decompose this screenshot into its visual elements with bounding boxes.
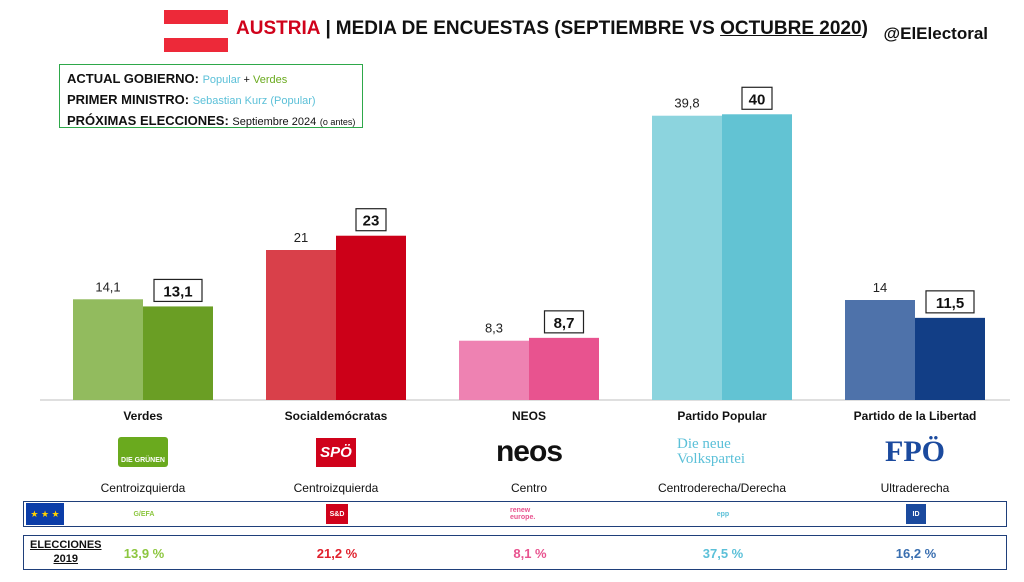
eu-groups-row: ★ ★ ★ G/EFA S&D renew europe. epp ID bbox=[23, 501, 1007, 527]
data-label-october-box bbox=[355, 208, 387, 232]
title-country: AUSTRIA bbox=[236, 18, 321, 39]
bar-september bbox=[652, 115, 722, 400]
bar-september bbox=[73, 299, 143, 400]
result-2019-value: 13,9 % bbox=[123, 546, 165, 561]
data-label-october: 23 bbox=[363, 213, 380, 230]
eu-group-logo-icon: G/EFA bbox=[133, 510, 155, 518]
data-label-september: 39,8 bbox=[674, 96, 699, 111]
bar-october bbox=[143, 306, 213, 400]
result-2019-value: 16,2 % bbox=[895, 546, 937, 561]
neos-logo-icon: neos bbox=[439, 432, 619, 472]
pm-value: Sebastian Kurz (Popular) bbox=[192, 95, 316, 107]
info-row-pm: PRIMER MINISTRO: Sebastian Kurz (Popular… bbox=[67, 90, 355, 111]
logo-text: DIE GRÜNEN bbox=[118, 437, 168, 467]
next-value: Septiembre 2024 bbox=[232, 116, 317, 128]
info-row-government: ACTUAL GOBIERNO: Popular + Verdes bbox=[67, 69, 355, 90]
result-2019-value: 37,5 % bbox=[702, 546, 744, 561]
fpo-logo-icon: FPÖ bbox=[825, 432, 1005, 472]
spo-logo-icon: SPÖ bbox=[246, 432, 426, 472]
brand-handle: @ElElectoral bbox=[883, 24, 988, 43]
gov-party2: Verdes bbox=[253, 74, 288, 86]
eu-group-logo-icon: S&D bbox=[326, 504, 348, 524]
data-label-october: 40 bbox=[749, 91, 766, 108]
category-label: Verdes bbox=[123, 409, 163, 423]
title-underlined: OCTUBRE 2020 bbox=[720, 18, 862, 39]
data-label-october-box bbox=[741, 86, 773, 110]
gov-plus: + bbox=[240, 74, 254, 86]
flag-stripe-bottom bbox=[164, 38, 228, 52]
data-label-september: 21 bbox=[294, 230, 308, 245]
data-label-october-box bbox=[153, 278, 203, 303]
results-label-line2: 2019 bbox=[53, 553, 78, 565]
title-separator: | bbox=[325, 18, 331, 39]
title-end: ) bbox=[861, 18, 868, 39]
category-label: Socialdemócratas bbox=[284, 409, 388, 423]
results-label-line1: ELECCIONES bbox=[30, 539, 102, 551]
eu-group-logo-icon: epp bbox=[716, 510, 730, 518]
title-main: MEDIA DE ENCUESTAS (SEPTIEMBRE VS bbox=[335, 18, 721, 39]
austria-flag-icon bbox=[164, 10, 228, 52]
flag-stripe-top bbox=[164, 10, 228, 24]
data-label-september: 8,3 bbox=[485, 321, 503, 336]
ideology-label: Centroderecha/Derecha bbox=[657, 481, 787, 495]
chart-title: AUSTRIA | MEDIA DE ENCUESTAS (SEPTIEMBRE V… bbox=[236, 18, 868, 40]
info-row-elections: PRÓXIMAS ELECCIONES: Septiembre 2024 (o … bbox=[67, 111, 355, 132]
next-label: PRÓXIMAS ELECCIONES: bbox=[67, 113, 229, 128]
ideology-label: Centro bbox=[510, 481, 548, 495]
ideology-label: Centroizquierda bbox=[293, 481, 379, 495]
data-label-september: 14 bbox=[873, 280, 887, 295]
data-label-october: 13,1 bbox=[163, 283, 192, 300]
next-note: (o antes) bbox=[319, 117, 356, 127]
bar-october bbox=[915, 317, 985, 400]
result-2019-value: 8,1 % bbox=[513, 546, 547, 561]
category-label: Partido de la Libertad bbox=[853, 409, 977, 423]
die-grunen-logo-icon: DIE GRÜNEN bbox=[53, 432, 233, 472]
eu-group-logo-icon: ID bbox=[906, 504, 926, 524]
eu-group-logo-icon: renew europe. bbox=[510, 507, 536, 521]
data-label-october-box bbox=[925, 290, 975, 314]
gov-party1: Popular bbox=[202, 74, 241, 86]
logo-text: FPÖ bbox=[885, 435, 945, 468]
ideology-label: Ultraderecha bbox=[880, 481, 950, 495]
pm-label: PRIMER MINISTRO: bbox=[67, 92, 190, 107]
data-label-october: 11,5 bbox=[936, 295, 964, 312]
eu-flag-icon: ★ ★ ★ bbox=[26, 503, 64, 525]
logo-text: neos bbox=[495, 435, 563, 468]
logo-text: SPÖ bbox=[316, 437, 356, 467]
data-label-september: 14,1 bbox=[95, 279, 120, 294]
data-label-october-box bbox=[543, 310, 585, 334]
ovp-logo-icon: Die neue Volkspartei bbox=[632, 432, 812, 472]
result-2019-value: 21,2 % bbox=[316, 546, 358, 561]
bar-october bbox=[529, 337, 599, 400]
bar-september bbox=[459, 340, 529, 400]
category-label: NEOS bbox=[511, 409, 546, 423]
gov-label: ACTUAL GOBIERNO: bbox=[67, 71, 199, 86]
data-label-october: 8,7 bbox=[554, 315, 575, 332]
bar-september bbox=[266, 250, 336, 400]
bar-october bbox=[722, 114, 792, 401]
results-2019-row: ELECCIONES 2019 13,9 % 21,2 % 8,1 % 37,5 % 1… bbox=[23, 535, 1007, 570]
bar-october bbox=[336, 235, 406, 400]
logo-text: Die neue Volkspartei bbox=[677, 436, 746, 467]
flag-stripe-middle bbox=[164, 24, 228, 38]
category-label: Partido Popular bbox=[677, 409, 767, 423]
bar-september bbox=[845, 300, 915, 400]
results-label: ELECCIONES 2019 bbox=[30, 538, 102, 566]
ideology-label: Centroizquierda bbox=[100, 481, 186, 495]
info-box: ACTUAL GOBIERNO: Popular + Verdes PRIMER… bbox=[59, 64, 363, 128]
